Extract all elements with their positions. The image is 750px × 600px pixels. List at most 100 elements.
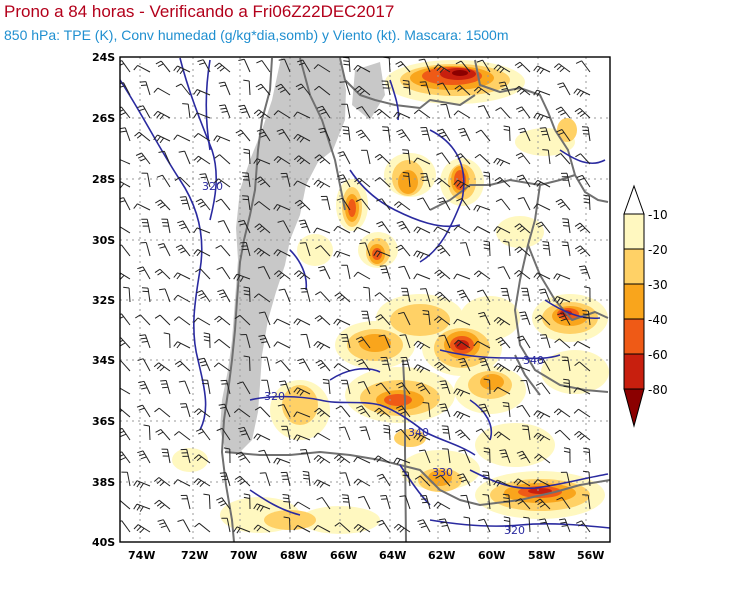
wind-barb-feather (439, 380, 446, 382)
wind-barb-feather (555, 106, 562, 111)
wind-barb-feather (516, 404, 523, 408)
wind-barb (185, 196, 191, 211)
wind-barb-feather (279, 274, 285, 280)
wind-barb-feather (378, 334, 385, 337)
wind-barb-feather (413, 250, 418, 257)
wind-barb (162, 174, 171, 188)
wind-barb (407, 150, 411, 165)
wind-barb-feather (398, 265, 405, 268)
wind-barb-feather (493, 431, 499, 437)
wind-barb-feather (440, 521, 447, 524)
wind-barb-feather (216, 180, 222, 186)
wind-barb (459, 85, 471, 96)
wind-barbs (120, 57, 591, 534)
wind-barb (163, 150, 171, 165)
lon-label: 68W (280, 549, 307, 562)
wind-barb-feather (236, 275, 241, 281)
wind-barb (584, 265, 591, 280)
wind-barb-feather (138, 269, 145, 273)
wind-barb-feather (453, 411, 458, 417)
wind-barb (536, 89, 551, 96)
wind-barb (317, 179, 331, 188)
wind-barb-feather (293, 155, 300, 161)
wind-barb-feather (316, 480, 321, 487)
wind-barb-feather (540, 337, 548, 339)
wind-barb-feather (501, 455, 508, 458)
wind-barb-feather (243, 493, 250, 496)
wind-barb-feather (293, 501, 299, 507)
wind-barb (408, 173, 411, 188)
wind-barb-feather (533, 479, 538, 485)
wind-barb (382, 473, 391, 487)
wind-barb-feather (333, 250, 338, 257)
wind-barb (457, 225, 471, 234)
wind-barb-feather (297, 59, 303, 63)
wind-barb (208, 494, 211, 510)
wind-barb (198, 155, 211, 165)
wind-barb (121, 244, 131, 257)
wind-barb (277, 318, 291, 326)
wind-barb-feather (221, 478, 228, 481)
wind-barb (442, 82, 451, 96)
wind-barb-feather (518, 453, 525, 457)
wind-barb-feather (353, 524, 359, 529)
wind-barb (587, 495, 591, 510)
wind-barb-feather (339, 177, 346, 181)
wind-barb-feather (317, 265, 325, 269)
wind-barb (503, 266, 511, 280)
wind-barb-feather (493, 386, 499, 393)
wind-barb (368, 287, 371, 303)
wind-barb-feather (195, 198, 202, 203)
wind-barb-feather (133, 503, 138, 510)
wind-barb-feather (517, 500, 524, 505)
wind-barb-feather (563, 450, 570, 453)
wind-barb (424, 58, 431, 73)
wind-barb-feather (433, 226, 438, 233)
wind-barb (220, 198, 231, 211)
wind-barb-feather (559, 67, 565, 73)
wind-barb-feather (137, 155, 144, 159)
wind-barb (277, 110, 291, 119)
wind-barb-feather (420, 84, 427, 87)
wind-barb-feather (574, 431, 580, 436)
wind-barb (456, 273, 471, 280)
wind-barb (247, 173, 251, 188)
wind-barb-feather (396, 525, 402, 531)
wind-barb (522, 450, 531, 464)
wind-barb-feather (533, 112, 538, 119)
wind-barb-feather (243, 293, 250, 296)
wind-barb (284, 58, 291, 73)
wind-barb-feather (419, 288, 427, 290)
wind-barb-feather (156, 364, 162, 370)
wind-barb (140, 314, 151, 326)
wind-barb (337, 318, 351, 326)
wind-barb-feather (256, 526, 262, 532)
wind-barb (261, 60, 271, 73)
wind-barb (179, 360, 191, 372)
wind-barb-feather (399, 334, 406, 336)
wind-barb (240, 129, 251, 142)
wind-barb-feather (581, 271, 588, 274)
wind-barb-feather (539, 127, 546, 129)
wind-barb-feather (215, 198, 222, 203)
wind-barb-feather (360, 410, 367, 415)
contour-label: 340 (408, 426, 429, 439)
wind-barb (347, 127, 351, 142)
lon-label: 62W (428, 549, 455, 562)
wind-barb (578, 408, 591, 418)
wind-barb (297, 318, 311, 326)
wind-barb-feather (533, 410, 538, 416)
wind-barb-feather (496, 481, 501, 487)
wind-barb (304, 219, 311, 234)
wind-barb-feather (200, 295, 207, 300)
wind-barb-feather (457, 473, 464, 477)
wind-barb-feather (503, 125, 510, 128)
wind-barb-feather (436, 66, 442, 72)
wind-barb (120, 407, 131, 418)
wind-barb (317, 340, 331, 349)
wind-barb (577, 387, 591, 395)
wind-barb-feather (533, 65, 538, 72)
wind-barb-feather (503, 516, 510, 519)
wind-barb-feather (237, 478, 243, 483)
wind-barb (286, 173, 291, 188)
